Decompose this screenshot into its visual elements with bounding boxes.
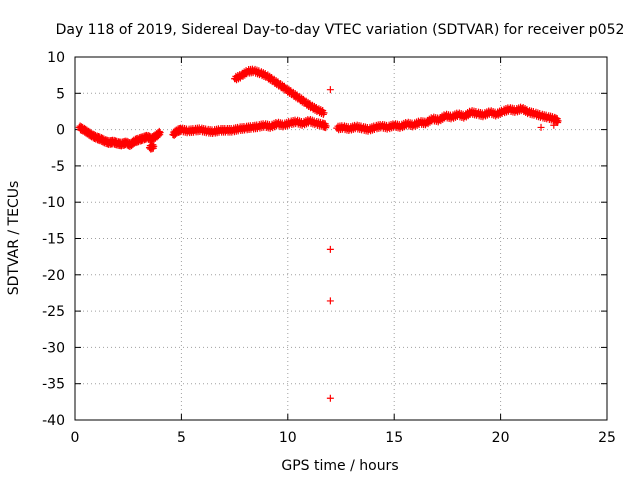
data-point: [550, 121, 558, 129]
data-point: [326, 394, 334, 402]
data-point: [156, 129, 164, 137]
x-axis-title: GPS time / hours: [281, 458, 398, 474]
y-axis-title: SDTVAR / TECUs: [6, 181, 22, 296]
data-point: [322, 122, 330, 130]
y-tick-label: -35: [42, 377, 65, 393]
y-tick-label: -40: [42, 413, 65, 429]
data-point: [319, 110, 327, 118]
data-point: [537, 123, 545, 131]
x-tick-label: 5: [177, 430, 186, 446]
x-tick-label: 15: [385, 430, 403, 446]
data-point: [320, 109, 328, 117]
y-tick-label: -25: [42, 304, 65, 320]
y-tick-label: -20: [42, 268, 65, 284]
y-tick-label: -10: [42, 195, 65, 211]
y-tick-label: -30: [42, 340, 65, 356]
x-tick-label: 25: [598, 430, 616, 446]
y-tick-label: 10: [47, 50, 65, 66]
y-tick-label: 5: [56, 86, 65, 102]
y-tick-label: 0: [56, 123, 65, 139]
data-point: [150, 142, 158, 150]
y-tick-label: -5: [51, 159, 65, 175]
points-layer: [75, 65, 562, 402]
x-tick-label: 20: [492, 430, 510, 446]
data-point: [554, 117, 562, 125]
tick-layer: 0 5 10 15 20 25 10 5 0 -5 -10 -15 -20 -25 -30 -35 -40: [42, 50, 616, 446]
y-tick-label: -15: [42, 232, 65, 248]
data-point: [326, 86, 334, 94]
x-tick-label: 10: [279, 430, 297, 446]
data-point: [326, 297, 334, 305]
chart-title: Day 118 of 2019, Sidereal Day-to-day VTE…: [56, 22, 625, 38]
x-tick-label: 0: [71, 430, 80, 446]
data-point: [326, 245, 334, 253]
